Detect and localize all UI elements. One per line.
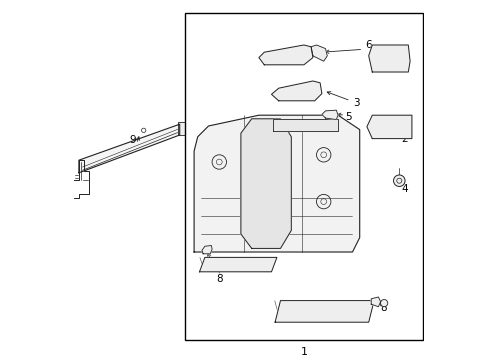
Polygon shape xyxy=(321,110,337,120)
Text: 5: 5 xyxy=(345,112,351,122)
Circle shape xyxy=(393,175,404,186)
Text: 7: 7 xyxy=(325,303,332,313)
Bar xyxy=(185,13,422,340)
Text: 6: 6 xyxy=(365,40,371,50)
Polygon shape xyxy=(310,45,326,61)
Polygon shape xyxy=(199,257,276,272)
Text: 8: 8 xyxy=(216,274,222,284)
Polygon shape xyxy=(202,246,212,254)
Text: 2: 2 xyxy=(401,134,407,144)
Text: 9: 9 xyxy=(129,135,136,145)
Polygon shape xyxy=(366,115,411,139)
Polygon shape xyxy=(273,119,337,131)
Text: 7: 7 xyxy=(243,260,249,270)
Polygon shape xyxy=(241,119,291,248)
Polygon shape xyxy=(368,45,409,72)
Polygon shape xyxy=(258,45,312,65)
Circle shape xyxy=(380,300,387,307)
Text: 8: 8 xyxy=(379,303,386,313)
Polygon shape xyxy=(79,124,179,173)
Polygon shape xyxy=(271,81,321,101)
Text: 3: 3 xyxy=(352,98,359,108)
Polygon shape xyxy=(178,122,185,135)
Text: 4: 4 xyxy=(401,184,407,194)
Polygon shape xyxy=(194,115,359,252)
Polygon shape xyxy=(275,301,373,322)
Text: 1: 1 xyxy=(300,347,307,357)
Polygon shape xyxy=(370,297,380,307)
